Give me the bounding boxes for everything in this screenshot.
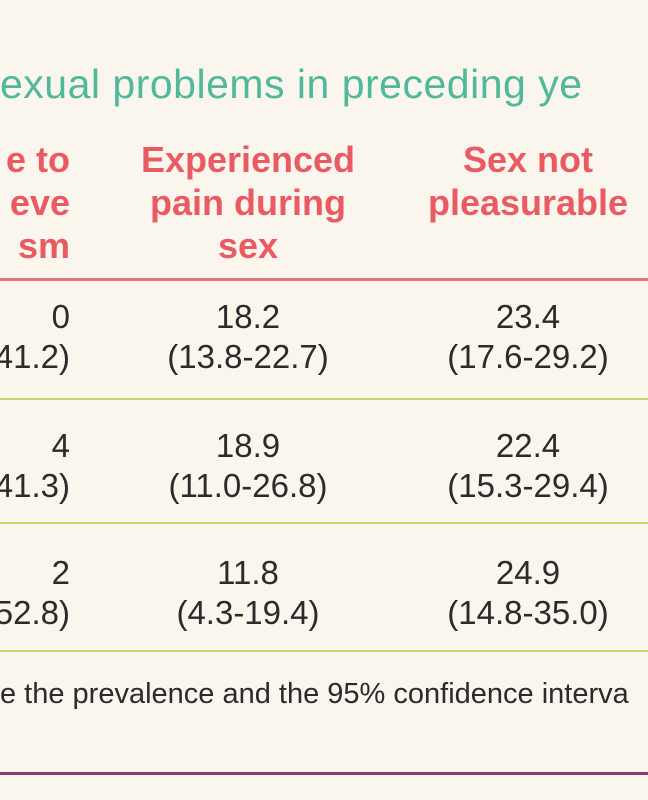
row-rule [0,650,648,652]
cell-value: 4 [51,427,70,464]
cell-value: 0 [51,298,70,335]
header-rule [0,278,648,281]
table-cell: 22.4 (15.3-29.4) [398,426,648,506]
bottom-rule [0,772,648,775]
cell-value: 24.9 [495,554,561,591]
table-title: exual problems in preceding ye [0,61,583,107]
row-rule [0,522,648,524]
cell-value: 2 [51,554,70,591]
column-header-pain: Experienced pain during sex [140,139,356,266]
cell-value: 18.9 [215,427,281,464]
table-cell: 4 41.3) [0,426,70,506]
cell-value: 22.4 [495,427,561,464]
table-cell: 0 41.2) [0,297,70,377]
cell-interval: 52.8) [0,594,70,631]
table-cell: 18.2 (13.8-22.7) [118,297,378,377]
table-cell: 2 52.8) [0,553,70,633]
table-cell: 23.4 (17.6-29.2) [398,297,648,377]
cell-interval: 41.2) [0,338,70,375]
cell-value: 11.8 [217,554,279,591]
cell-interval: (4.3-19.4) [176,594,320,631]
table-cell: 24.9 (14.8-35.0) [398,553,648,633]
table-footnote: e the prevalence and the 95% confidence … [0,678,629,710]
cell-interval: 41.3) [0,467,70,504]
cell-value: 18.2 [215,298,281,335]
cell-interval: (14.8-35.0) [447,594,609,631]
cell-interval: (11.0-26.8) [168,467,328,504]
column-header-not-pleasurable: Sex not pleasurable [427,139,629,223]
cell-interval: (17.6-29.2) [447,338,609,375]
cell-interval: (13.8-22.7) [167,338,329,375]
cell-interval: (15.3-29.4) [447,467,609,504]
table-cell: 18.9 (11.0-26.8) [118,426,378,506]
column-header-orgasm: e to eve sm [5,139,70,266]
row-rule [0,398,648,400]
table-cell: 11.8 (4.3-19.4) [118,553,378,633]
cell-value: 23.4 [495,298,561,335]
